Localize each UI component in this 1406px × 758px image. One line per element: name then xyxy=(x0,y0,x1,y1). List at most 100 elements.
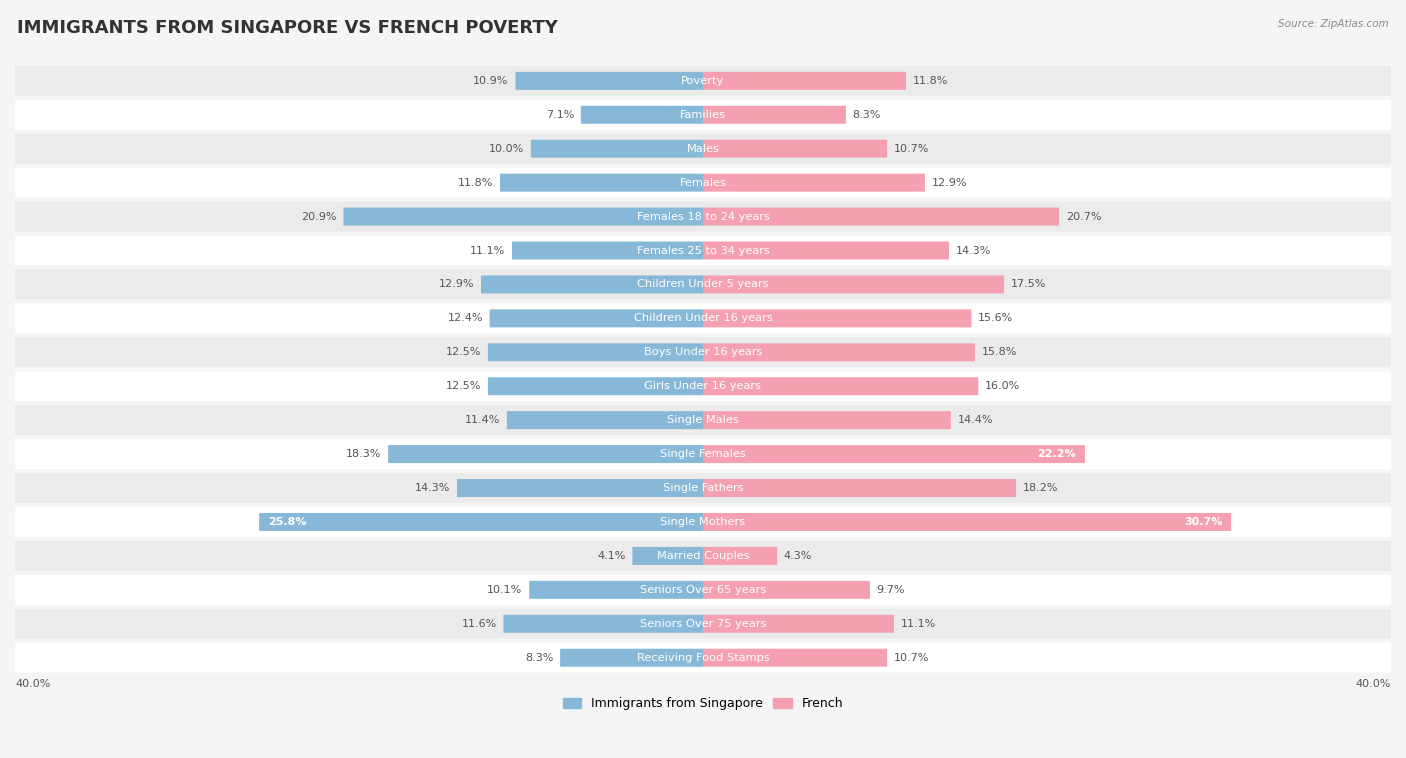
Text: 16.0%: 16.0% xyxy=(986,381,1021,391)
Text: 11.8%: 11.8% xyxy=(458,177,494,188)
Text: 25.8%: 25.8% xyxy=(267,517,307,527)
FancyBboxPatch shape xyxy=(560,649,703,667)
Text: 7.1%: 7.1% xyxy=(546,110,574,120)
FancyBboxPatch shape xyxy=(481,275,703,293)
FancyBboxPatch shape xyxy=(457,479,703,497)
FancyBboxPatch shape xyxy=(516,72,703,90)
Text: Families: Families xyxy=(681,110,725,120)
Text: Girls Under 16 years: Girls Under 16 years xyxy=(644,381,762,391)
FancyBboxPatch shape xyxy=(703,275,1004,293)
FancyBboxPatch shape xyxy=(15,643,1391,672)
Text: 14.3%: 14.3% xyxy=(956,246,991,255)
FancyBboxPatch shape xyxy=(388,445,703,463)
Text: 11.1%: 11.1% xyxy=(901,619,936,629)
FancyBboxPatch shape xyxy=(15,133,1391,164)
FancyBboxPatch shape xyxy=(15,202,1391,231)
FancyBboxPatch shape xyxy=(488,343,703,362)
FancyBboxPatch shape xyxy=(703,411,950,429)
FancyBboxPatch shape xyxy=(15,100,1391,130)
FancyBboxPatch shape xyxy=(703,139,887,158)
Text: Boys Under 16 years: Boys Under 16 years xyxy=(644,347,762,357)
FancyBboxPatch shape xyxy=(489,309,703,327)
FancyBboxPatch shape xyxy=(501,174,703,192)
FancyBboxPatch shape xyxy=(703,377,979,395)
FancyBboxPatch shape xyxy=(15,270,1391,299)
FancyBboxPatch shape xyxy=(703,547,778,565)
FancyBboxPatch shape xyxy=(15,609,1391,639)
FancyBboxPatch shape xyxy=(15,371,1391,401)
Text: Single Females: Single Females xyxy=(661,449,745,459)
Text: Females 25 to 34 years: Females 25 to 34 years xyxy=(637,246,769,255)
Text: 11.4%: 11.4% xyxy=(464,415,501,425)
FancyBboxPatch shape xyxy=(503,615,703,633)
FancyBboxPatch shape xyxy=(703,581,870,599)
Text: Children Under 16 years: Children Under 16 years xyxy=(634,313,772,324)
Text: 40.0%: 40.0% xyxy=(15,678,51,689)
Text: 12.9%: 12.9% xyxy=(932,177,967,188)
Text: Males: Males xyxy=(686,144,720,154)
FancyBboxPatch shape xyxy=(343,208,703,226)
Text: Receiving Food Stamps: Receiving Food Stamps xyxy=(637,653,769,662)
Text: Females: Females xyxy=(679,177,727,188)
FancyBboxPatch shape xyxy=(15,473,1391,503)
FancyBboxPatch shape xyxy=(15,66,1391,96)
Text: 10.1%: 10.1% xyxy=(486,585,523,595)
Text: 12.5%: 12.5% xyxy=(446,347,481,357)
Text: 12.4%: 12.4% xyxy=(447,313,482,324)
FancyBboxPatch shape xyxy=(703,242,949,259)
FancyBboxPatch shape xyxy=(703,174,925,192)
Text: Single Fathers: Single Fathers xyxy=(662,483,744,493)
FancyBboxPatch shape xyxy=(703,106,846,124)
FancyBboxPatch shape xyxy=(703,208,1059,226)
Text: 11.8%: 11.8% xyxy=(912,76,948,86)
Text: 12.5%: 12.5% xyxy=(446,381,481,391)
Text: 12.9%: 12.9% xyxy=(439,280,474,290)
Text: 18.2%: 18.2% xyxy=(1024,483,1059,493)
Text: 11.1%: 11.1% xyxy=(470,246,505,255)
Text: 11.6%: 11.6% xyxy=(461,619,496,629)
FancyBboxPatch shape xyxy=(703,445,1085,463)
Text: 30.7%: 30.7% xyxy=(1184,517,1222,527)
Text: 4.3%: 4.3% xyxy=(783,551,813,561)
Text: Single Males: Single Males xyxy=(666,415,740,425)
Text: 15.6%: 15.6% xyxy=(979,313,1014,324)
Text: 14.4%: 14.4% xyxy=(957,415,993,425)
FancyBboxPatch shape xyxy=(15,337,1391,367)
Text: 10.9%: 10.9% xyxy=(474,76,509,86)
FancyBboxPatch shape xyxy=(512,242,703,259)
Text: Single Mothers: Single Mothers xyxy=(661,517,745,527)
Text: 10.7%: 10.7% xyxy=(894,653,929,662)
Text: 18.3%: 18.3% xyxy=(346,449,381,459)
FancyBboxPatch shape xyxy=(15,439,1391,469)
Text: 15.8%: 15.8% xyxy=(981,347,1017,357)
FancyBboxPatch shape xyxy=(703,513,1232,531)
Text: 8.3%: 8.3% xyxy=(852,110,882,120)
FancyBboxPatch shape xyxy=(531,139,703,158)
Text: 10.0%: 10.0% xyxy=(489,144,524,154)
FancyBboxPatch shape xyxy=(15,575,1391,605)
FancyBboxPatch shape xyxy=(633,547,703,565)
Text: 20.9%: 20.9% xyxy=(301,211,336,221)
Legend: Immigrants from Singapore, French: Immigrants from Singapore, French xyxy=(558,692,848,715)
Text: 9.7%: 9.7% xyxy=(877,585,905,595)
Text: Children Under 5 years: Children Under 5 years xyxy=(637,280,769,290)
FancyBboxPatch shape xyxy=(703,479,1017,497)
FancyBboxPatch shape xyxy=(259,513,703,531)
FancyBboxPatch shape xyxy=(529,581,703,599)
Text: 40.0%: 40.0% xyxy=(1355,678,1391,689)
FancyBboxPatch shape xyxy=(15,168,1391,198)
Text: 22.2%: 22.2% xyxy=(1038,449,1076,459)
Text: 4.1%: 4.1% xyxy=(598,551,626,561)
FancyBboxPatch shape xyxy=(703,343,974,362)
Text: IMMIGRANTS FROM SINGAPORE VS FRENCH POVERTY: IMMIGRANTS FROM SINGAPORE VS FRENCH POVE… xyxy=(17,19,558,37)
FancyBboxPatch shape xyxy=(703,309,972,327)
FancyBboxPatch shape xyxy=(15,236,1391,265)
Text: 10.7%: 10.7% xyxy=(894,144,929,154)
Text: Seniors Over 65 years: Seniors Over 65 years xyxy=(640,585,766,595)
Text: 20.7%: 20.7% xyxy=(1066,211,1101,221)
FancyBboxPatch shape xyxy=(703,649,887,667)
FancyBboxPatch shape xyxy=(15,507,1391,537)
FancyBboxPatch shape xyxy=(581,106,703,124)
FancyBboxPatch shape xyxy=(15,541,1391,571)
FancyBboxPatch shape xyxy=(15,303,1391,334)
